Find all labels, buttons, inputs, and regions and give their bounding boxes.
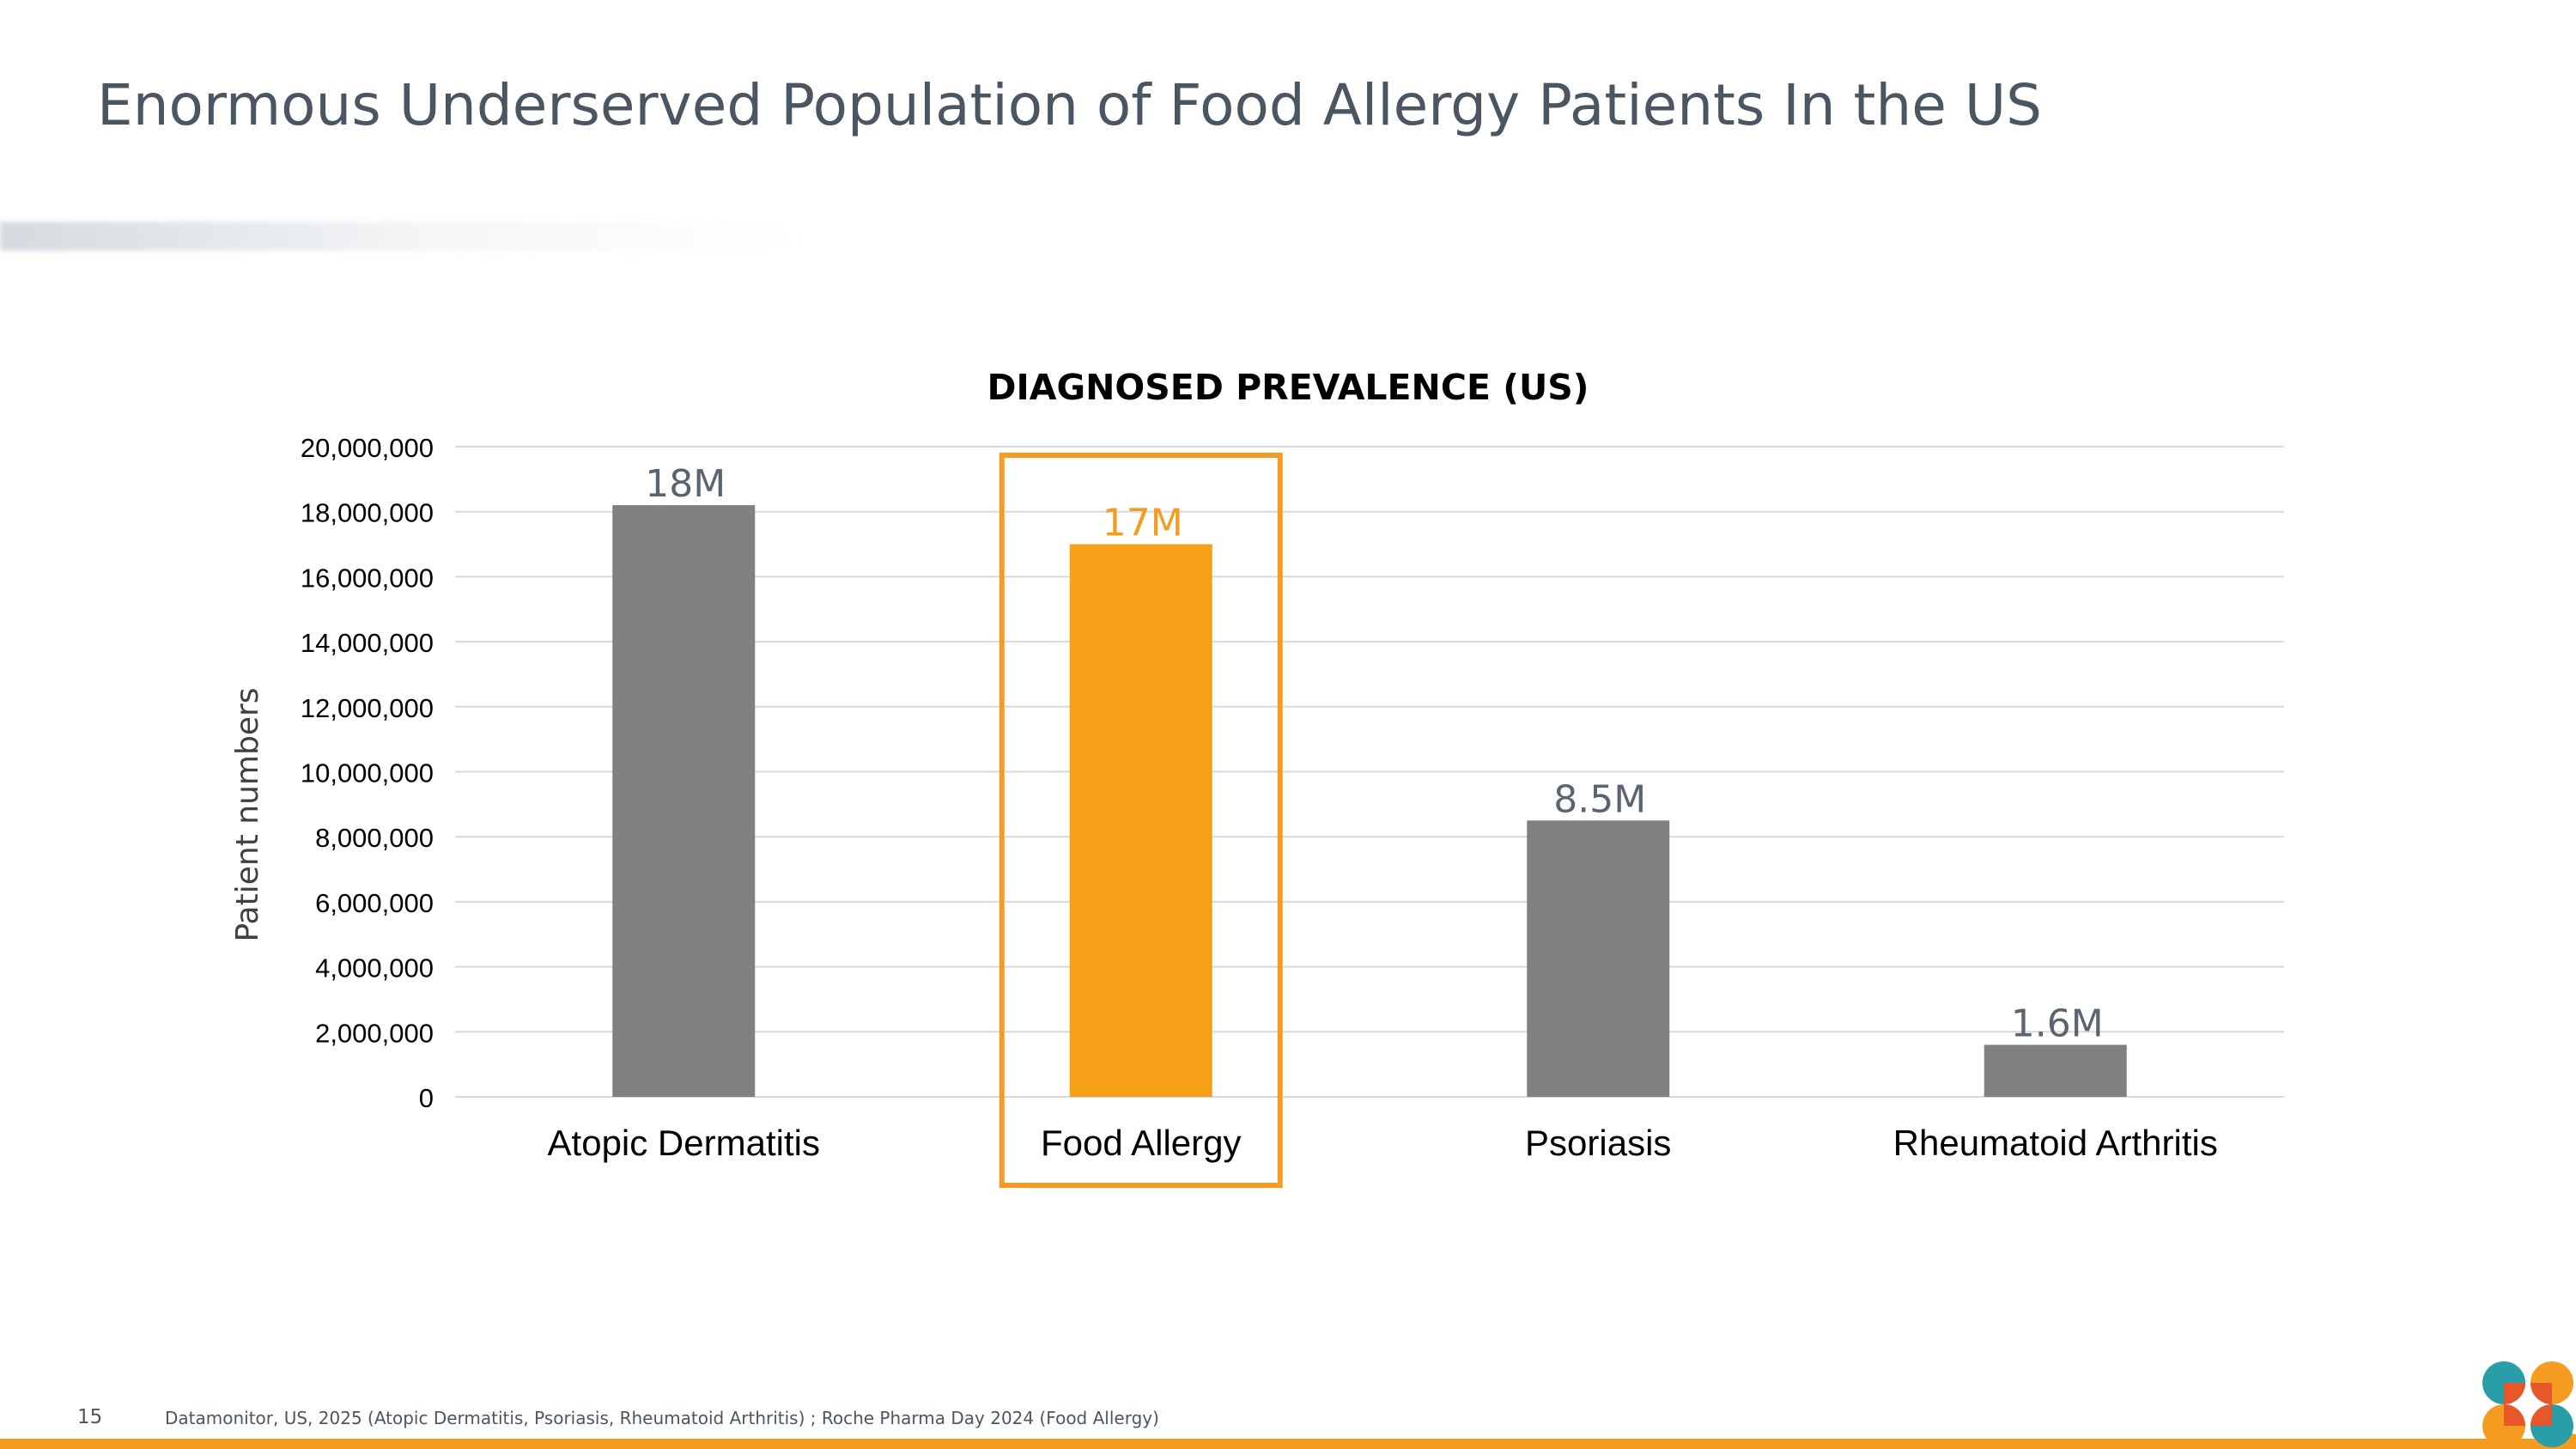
y-tick-label: 18,000,000 [301,498,434,528]
highlight-box [999,453,1283,1188]
x-tick-label: Rheumatoid Arthritis [1893,1123,2218,1163]
x-tick-label: Psoriasis [1525,1123,1671,1163]
gridlines [455,446,2284,1098]
data-label: 8.5M [1553,777,1646,821]
bar-rheumatoid-arthritis [1984,1044,2127,1097]
page-number: 15 [77,1406,103,1428]
data-label: 17M [1103,502,1183,545]
chart-title: DIAGNOSED PREVALENCE (US) [987,367,1589,408]
y-tick-label: 6,000,000 [315,888,434,918]
slide-title: Enormous Underserved Population of Food … [97,72,2043,138]
company-logo [2463,1361,2576,1449]
data-label: 18M [645,462,726,506]
y-axis-ticks: 0 2,000,000 4,000,000 6,000,000 8,000,000 10,… [301,433,434,1113]
source-footnote: Datamonitor, US, 2025 (Atopic Dermatitis… [165,1408,1159,1428]
bar-atopic-dermatitis [612,505,756,1097]
y-tick-label: 10,000,000 [301,758,434,788]
x-tick-label: Atopic Dermatitis [548,1123,820,1163]
bars [612,505,2127,1097]
y-tick-label: 14,000,000 [301,628,434,658]
data-label: 1.6M [2011,1002,2104,1045]
bar-psoriasis [1527,820,1670,1097]
y-tick-label: 2,000,000 [315,1018,434,1048]
y-tick-label: 12,000,000 [301,693,434,723]
y-tick-label: 8,000,000 [315,823,434,853]
y-tick-label: 16,000,000 [301,563,434,593]
y-tick-label: 20,000,000 [301,433,434,463]
x-tick-label: Food Allergy [1041,1123,1241,1163]
x-axis-ticks: Atopic Dermatitis Food Allergy Psoriasis Rh… [548,453,2218,1188]
title-divider-shadow [0,222,799,251]
data-labels: 18M 17M 8.5M 1.6M [645,462,2103,1045]
y-tick-label: 0 [419,1083,434,1113]
bar-food-allergy [1069,544,1212,1097]
footer-accent-bar [0,1439,2466,1449]
y-axis-title: Patient numbers [230,687,265,941]
y-tick-label: 4,000,000 [315,953,434,983]
